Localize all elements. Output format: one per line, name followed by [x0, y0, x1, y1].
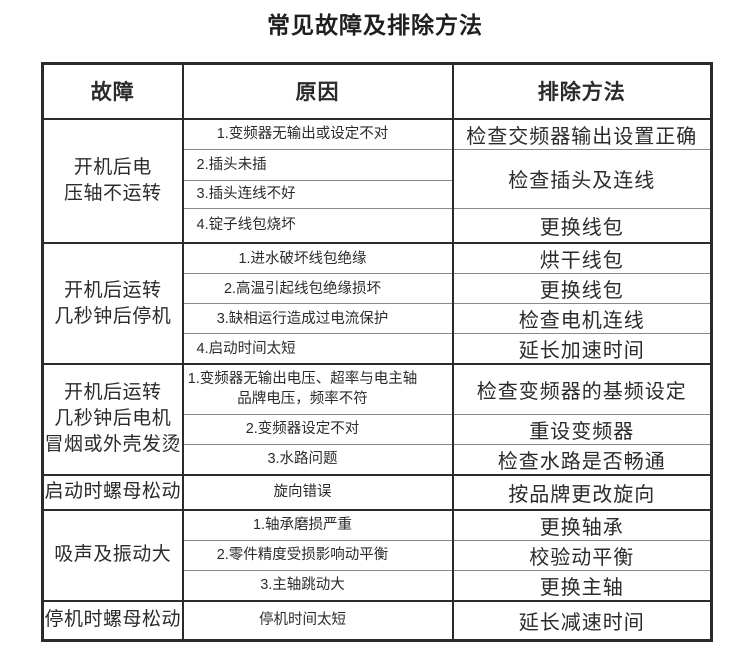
table-row: 4.锭子线包烧坏 更换线包 [43, 207, 713, 244]
method-cell: 检查电机连线 [451, 303, 713, 334]
header-method: 排除方法 [451, 63, 713, 120]
fault-line: 几秒钟后电机 [54, 408, 172, 430]
method-cell: 更换轴承 [451, 508, 713, 541]
table-header-row: 故障 原因 排除方法 [41, 63, 713, 120]
cause-cell: 3.缺相运行造成过电流保护 [181, 303, 454, 334]
fault-cell: 吸声及振动大 [41, 508, 184, 601]
cause-cell: 3.水路问题 [181, 443, 454, 475]
fault-table: 故障 原因 排除方法 开机后电 压轴不运转 1.变频器无输出或设定不对 检查交频… [41, 62, 713, 642]
fault-line: 吸声及振动大 [54, 544, 172, 565]
fault-line: 几秒钟后停机 [54, 305, 172, 327]
method-cell: 按品牌更改旋向 [451, 473, 713, 510]
method-cell: 检查变频器的基频设定 [451, 363, 713, 415]
header-cause: 原因 [181, 63, 454, 120]
method-cell: 延长减速时间 [451, 599, 713, 641]
table-row: 2.高温引起线包绝缘损坏 更换线包 [43, 273, 713, 304]
method-cell: 延长加速时间 [451, 333, 713, 365]
table-row: 停机时螺母松动 停机时间太短 延长减速时间 [41, 599, 713, 641]
cause-cell: 2.插头未插 [181, 148, 454, 181]
cause-cell: 1.变频器无输出或设定不对 [181, 117, 454, 150]
fault-cell: 开机后运转 几秒钟后停机 [41, 242, 184, 365]
table-row: 2.变频器设定不对 重设变频器 [43, 413, 713, 445]
table-row: 2.零件精度受损影响动平衡 校验动平衡 [43, 539, 713, 571]
cause-cell: 1.轴承磨损严重 [181, 508, 454, 541]
cause-cell: 1.变频器无输出电压、超率与电主轴 品牌电压，频率不符 [181, 363, 454, 415]
cause-cell: 4.启动时间太短 [181, 333, 454, 365]
table-row: 开机后运转 几秒钟后停机 1.进水破坏线包绝缘 烘干线包 [41, 242, 713, 365]
fault-line: 开机后电 [73, 156, 152, 178]
header-fault: 故障 [41, 63, 184, 120]
table-row: 2.插头未插 检查插头及连线 [43, 148, 713, 209]
method-cell: 检查插头及连线 [451, 148, 713, 209]
fault-cell: 开机后运转 几秒钟后电机 冒烟或外壳发烫 [41, 363, 184, 475]
cause-line: 品牌电压，频率不符 [237, 391, 368, 408]
page-title: 常见故障及排除方法 [267, 12, 483, 38]
method-cell: 重设变频器 [451, 413, 713, 445]
table-row: 4.启动时间太短 延长加速时间 [43, 333, 713, 365]
cause-cell: 2.零件精度受损影响动平衡 [181, 539, 454, 571]
cause-line: 1.变频器无输出电压、超率与电主轴 [187, 371, 418, 388]
fault-cell: 开机后电 压轴不运转 [41, 117, 184, 244]
method-cell: 更换线包 [451, 207, 713, 244]
method-cell: 更换线包 [451, 273, 713, 304]
cause-cell: 3.插头连线不好 [181, 179, 454, 209]
fault-cell: 停机时螺母松动 [41, 599, 184, 641]
fault-cell: 启动时螺母松动 [41, 473, 184, 510]
fault-line: 停机时螺母松动 [44, 609, 181, 631]
cause-cell: 4.锭子线包烧坏 [181, 207, 454, 244]
table-row: 3.缺相运行造成过电流保护 检查电机连线 [43, 303, 713, 334]
cause-cell: 1.进水破坏线包绝缘 [181, 242, 454, 274]
table-row: 吸声及振动大 1.轴承磨损严重 更换轴承 [41, 508, 713, 601]
table-row: 启动时螺母松动 旋向错误 按品牌更改旋向 [41, 473, 713, 510]
table-row: 开机后运转 几秒钟后电机 冒烟或外壳发烫 1.变频器无输出电压、超率与电主轴 品… [41, 363, 713, 475]
method-cell: 检查交频器输出设置正确 [451, 117, 713, 150]
cause-cell: 2.高温引起线包绝缘损坏 [181, 273, 454, 304]
fault-line: 开机后运转 [63, 279, 162, 301]
table-row: 开机后电 压轴不运转 1.变频器无输出或设定不对 检查交频器输出设置正确 [41, 117, 713, 244]
cause-cell: 停机时间太短 [181, 599, 454, 641]
fault-line: 冒烟或外壳发烫 [44, 434, 181, 456]
method-cell: 烘干线包 [451, 242, 713, 274]
method-cell: 检查水路是否畅通 [451, 443, 713, 475]
method-cell: 更换主轴 [451, 569, 713, 601]
method-cell: 校验动平衡 [451, 539, 713, 571]
table-row: 3.水路问题 检查水路是否畅通 [43, 443, 713, 475]
cause-cell: 3.主轴跳动大 [181, 569, 454, 601]
cause-cell: 旋向错误 [181, 473, 454, 510]
cause-cell: 2.变频器设定不对 [181, 413, 454, 445]
fault-line: 开机后运转 [63, 382, 162, 404]
fault-line: 启动时螺母松动 [44, 481, 181, 502]
fault-line: 压轴不运转 [63, 182, 162, 204]
